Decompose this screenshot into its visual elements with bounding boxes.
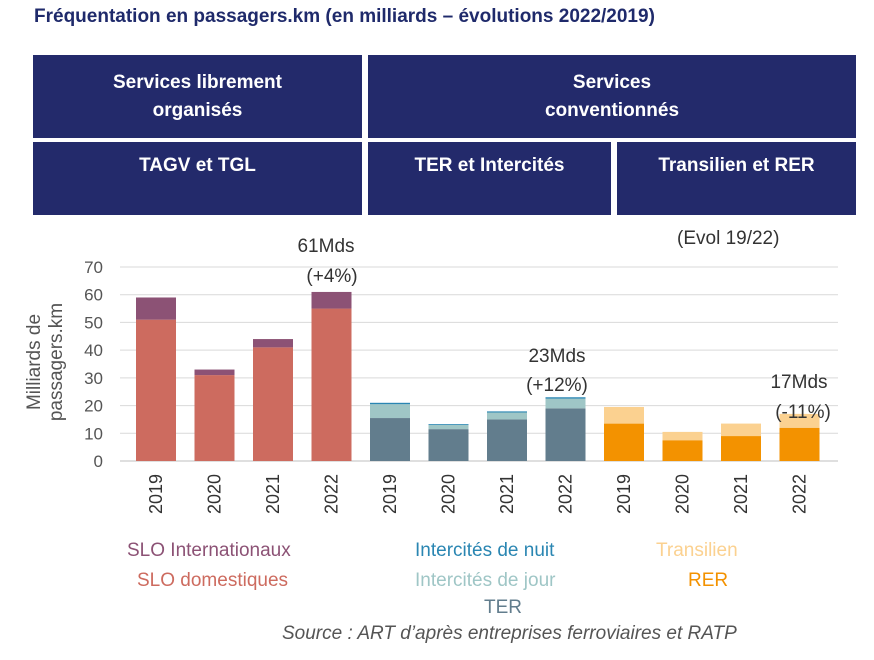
x-tick-label: 2020 — [439, 474, 459, 514]
header-slo: Services librement organisés — [33, 55, 362, 138]
legend-slo-internationaux: SLO Internationaux — [127, 540, 291, 561]
bar-segment-intercit-s-de-jour — [428, 424, 469, 430]
header-ter: TER et Intercités — [368, 142, 611, 215]
grid-lines — [120, 266, 838, 462]
x-tick-label: 2022 — [556, 474, 576, 514]
bar-segment-ter — [545, 408, 586, 461]
x-tick-label: 2019 — [146, 474, 166, 514]
annotation-slo-change: (+4%) — [306, 266, 357, 287]
bar-segment-rer — [721, 436, 761, 461]
annotation-transilien-change: (-11%) — [775, 402, 831, 423]
x-tick-label: 2020 — [673, 474, 693, 514]
x-tick-label: 2021 — [263, 474, 283, 514]
y-axis-label-line1: Milliards de — [24, 314, 45, 410]
bar-segment-slo-internationaux — [136, 297, 176, 320]
y-tick-label: 0 — [94, 452, 103, 471]
bar-segment-ter — [370, 418, 410, 461]
y-tick-label: 50 — [84, 313, 103, 332]
bar-segment-rer — [779, 427, 820, 461]
y-tick-label: 20 — [84, 397, 103, 416]
bar-segment-transilien — [604, 406, 644, 424]
bar-segment-intercit-s-de-nuit — [428, 424, 469, 425]
header-slo-line2: organisés — [152, 99, 243, 121]
bar-segment-slo-domestiques — [194, 375, 235, 461]
header-transilien: Transilien et RER — [617, 142, 856, 215]
bar-segment-intercit-s-de-jour — [487, 412, 527, 420]
header-ter-label: TER et Intercités — [414, 155, 565, 176]
x-tick-label: 2021 — [731, 474, 751, 514]
bar-segment-slo-domestiques — [311, 308, 352, 461]
x-tick-label: 2021 — [497, 474, 517, 514]
bar-segment-slo-domestiques — [136, 319, 176, 461]
legend-intercites-nuit: Intercités de nuit — [415, 540, 555, 561]
legend-transilien: Transilien — [656, 540, 738, 561]
legend-rer: RER — [688, 570, 729, 591]
x-tick-label: 2019 — [380, 474, 400, 514]
bar-segment-transilien — [779, 413, 820, 428]
y-tick-label: 60 — [84, 286, 103, 305]
legend-ter: TER — [484, 597, 522, 618]
bar-segment-rer — [604, 423, 644, 461]
chart-title: Fréquentation en passagers.km (en millia… — [34, 6, 655, 27]
header-tagv-label: TAGV et TGL — [139, 155, 256, 176]
bar-segment-intercit-s-de-jour — [370, 404, 410, 419]
legend-slo-domestiques: SLO domestiques — [137, 570, 289, 591]
bar-segment-slo-internationaux — [194, 369, 235, 376]
bar-segment-intercit-s-de-nuit — [487, 411, 527, 413]
x-tick-label: 2022 — [322, 474, 342, 514]
header-tagv: TAGV et TGL — [33, 142, 362, 215]
bar-segment-transilien — [662, 431, 703, 441]
header-conv-line1: Services — [572, 71, 652, 93]
x-tick-label: 2022 — [790, 474, 810, 514]
annotation-slo-total: 61Mds — [297, 236, 354, 257]
header-transilien-label: Transilien et RER — [658, 155, 815, 176]
x-axis-ticks: 2019 2020 2021 2022 2019 2020 2021 2022 2019 2020… — [146, 474, 810, 514]
bar-segment-intercit-s-de-jour — [545, 398, 586, 409]
annotation-ter-change: (+12%) — [526, 375, 588, 396]
bar-segment-intercit-s-de-nuit — [370, 402, 410, 405]
evol-note: (Evol 19/22) — [677, 228, 779, 249]
legend-intercites-jour: Intercités de jour — [415, 570, 556, 591]
bars — [136, 291, 820, 461]
x-tick-label: 2020 — [205, 474, 225, 514]
y-tick-label: 70 — [84, 258, 103, 277]
bar-segment-intercit-s-de-nuit — [545, 397, 586, 399]
y-tick-label: 10 — [84, 424, 103, 443]
y-axis-label-line2: passagers.km — [46, 303, 67, 421]
bar-segment-slo-internationaux — [311, 291, 352, 309]
header-conv-line2: conventionnés — [544, 99, 680, 121]
source-note: Source : ART d’après entreprises ferrovi… — [282, 623, 737, 644]
bar-segment-ter — [428, 429, 469, 461]
bar-segment-slo-domestiques — [253, 347, 293, 461]
bar-segment-rer — [662, 440, 703, 461]
y-tick-label: 30 — [84, 369, 103, 388]
bar-segment-ter — [487, 419, 527, 461]
header-slo-line1: Services librement — [113, 71, 282, 93]
annotation-transilien-total: 17Mds — [770, 372, 827, 393]
header-conventionnes: Services conventionnés — [368, 55, 856, 138]
bar-segment-transilien — [721, 423, 761, 437]
annotation-ter-total: 23Mds — [528, 346, 585, 367]
x-tick-label: 2019 — [614, 474, 634, 514]
y-tick-label: 40 — [84, 341, 103, 360]
y-axis-ticks: 0 10 20 30 40 50 60 70 — [84, 258, 103, 471]
bar-segment-slo-internationaux — [253, 339, 293, 348]
